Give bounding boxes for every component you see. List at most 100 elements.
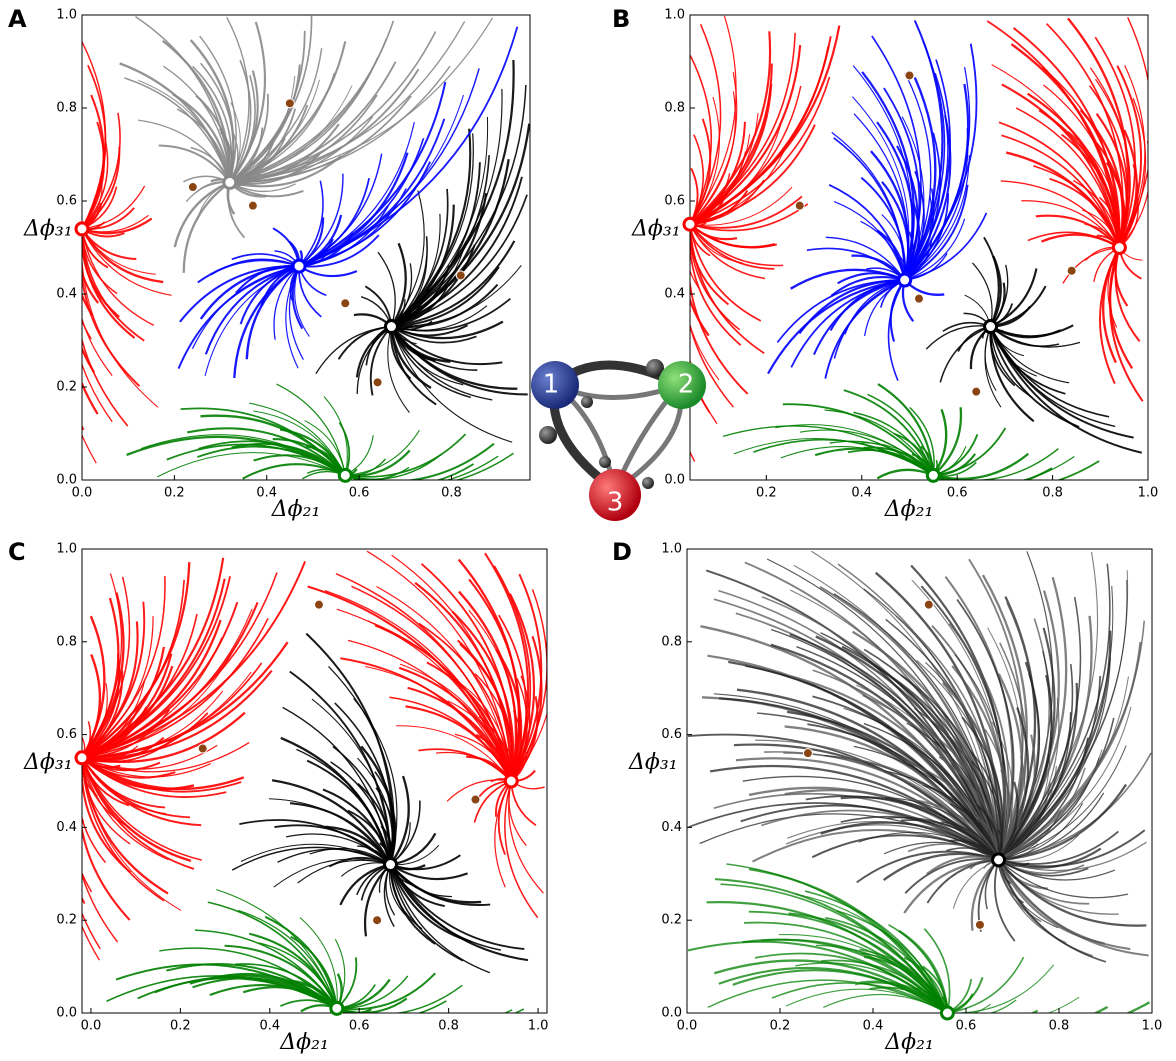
trajectory xyxy=(998,563,1111,861)
trajectories xyxy=(687,550,1152,1013)
saddle-point xyxy=(197,743,208,754)
trajectory xyxy=(1118,129,1138,249)
plot-frame xyxy=(686,548,1153,1014)
x-tick-label: 0.4 xyxy=(851,486,872,501)
y-tick-label: 1.0 xyxy=(56,8,77,23)
trajectory xyxy=(182,181,231,273)
trajectory xyxy=(926,858,999,904)
trajectory xyxy=(82,576,232,759)
trajectory xyxy=(332,745,392,865)
y-tick-label: 1.0 xyxy=(661,542,682,557)
trajectory xyxy=(82,228,85,431)
trajectory xyxy=(228,70,259,184)
trajectory xyxy=(391,176,523,328)
trajectory xyxy=(881,181,910,281)
trajectory xyxy=(947,999,1017,1013)
trajectory xyxy=(904,193,950,281)
panel: 0.0 0.2 0.4 0.6 0.8 0.0 0.2 0.4 0.6 0.8 1.0 Δϕ₂₁ Δϕ₃… xyxy=(8,5,531,522)
trajectory xyxy=(748,910,949,1013)
trajectory xyxy=(690,224,742,346)
saddle-point xyxy=(372,915,383,926)
trajectory xyxy=(990,268,1038,328)
trajectory xyxy=(690,224,749,395)
trajectory xyxy=(690,224,720,381)
stable-point xyxy=(897,272,913,288)
trajectory xyxy=(1099,247,1121,385)
trajectory xyxy=(82,757,107,864)
trajectory xyxy=(197,259,300,284)
trajectory xyxy=(825,916,949,1013)
y-tick-label: 0.2 xyxy=(56,380,77,395)
trajectory xyxy=(365,666,512,782)
trajectories xyxy=(82,550,547,1013)
trajectory xyxy=(391,283,499,329)
trajectory xyxy=(904,184,969,281)
trajectory xyxy=(237,909,338,1009)
trajectory xyxy=(285,833,391,865)
y-tick-label: 1.0 xyxy=(664,8,685,23)
trajectory xyxy=(989,326,1142,454)
trajectory xyxy=(391,264,522,328)
trajectory xyxy=(336,972,437,1011)
trajectory xyxy=(990,324,1074,338)
trajectory xyxy=(690,15,737,225)
trajectory xyxy=(785,824,999,861)
y-tick-label: 0.4 xyxy=(56,820,77,835)
trajectory xyxy=(82,228,164,284)
trajectory xyxy=(997,859,1107,963)
trajectory xyxy=(690,195,803,229)
trajectory xyxy=(390,325,503,366)
trajectory xyxy=(939,325,991,383)
trajectory xyxy=(391,194,528,328)
stable-point xyxy=(939,1005,955,1021)
trajectory xyxy=(229,57,379,184)
trajectory xyxy=(820,821,1000,861)
trajectory xyxy=(390,326,472,399)
trajectory xyxy=(242,986,338,1010)
stable-point xyxy=(329,1000,345,1016)
stable-point xyxy=(682,216,698,232)
trajectory xyxy=(389,863,468,881)
trajectory xyxy=(389,864,502,951)
trajectory xyxy=(330,761,392,865)
trajectory xyxy=(82,121,105,230)
x-tick-label: 0.2 xyxy=(170,1019,191,1034)
trajectory xyxy=(998,676,1129,861)
trajectory xyxy=(782,403,935,476)
trajectory xyxy=(82,228,141,387)
x-tick-label: 0.8 xyxy=(1042,486,1063,501)
stable-point xyxy=(74,221,90,237)
node-label: 3 xyxy=(607,488,624,518)
trajectory xyxy=(159,947,338,1009)
trajectory xyxy=(82,757,242,793)
trajectory xyxy=(82,146,121,230)
x-tick-label: 0.0 xyxy=(677,1019,698,1034)
y-tick-label: 0.8 xyxy=(56,101,77,116)
trajectory xyxy=(690,224,762,322)
plot-frame xyxy=(81,14,531,481)
trajectory xyxy=(904,212,988,281)
trajectory xyxy=(82,757,101,950)
trajectory xyxy=(82,669,273,759)
trajectory xyxy=(229,181,304,198)
trajectory xyxy=(345,429,420,476)
trajectory xyxy=(830,276,905,297)
trajectory xyxy=(700,624,1000,861)
trajectory xyxy=(82,757,119,943)
trajectory xyxy=(298,26,519,267)
y-tick-label: 0.6 xyxy=(664,194,685,209)
trajectory xyxy=(389,864,436,945)
trajectory xyxy=(389,863,491,907)
trajectory xyxy=(744,561,1000,861)
saddle-point xyxy=(904,70,915,81)
trajectory xyxy=(391,84,527,328)
trajectory xyxy=(932,460,1100,480)
stable-point xyxy=(337,467,353,483)
x-tick-label: 0.2 xyxy=(756,486,777,501)
saddle-point xyxy=(247,200,258,211)
trajectory xyxy=(229,155,342,188)
trajectory xyxy=(345,452,514,480)
trajectory xyxy=(391,297,511,332)
trajectory xyxy=(82,228,94,316)
trajectory xyxy=(82,579,185,759)
